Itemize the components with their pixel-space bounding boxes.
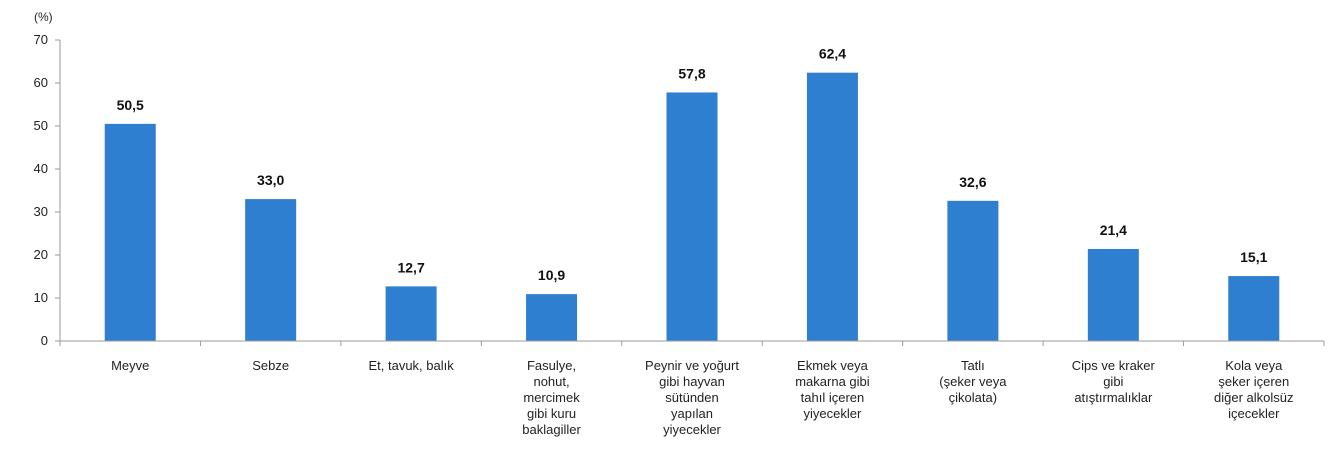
bar (104, 123, 156, 341)
y-axis-unit-label: (%) (34, 10, 53, 24)
category-label-line: mercimek (523, 390, 580, 405)
bar-value-label: 32,6 (959, 174, 986, 190)
category-label-line: nohut, (533, 374, 569, 389)
bar-value-label: 21,4 (1100, 222, 1127, 238)
category-label-line: Sebze (252, 358, 289, 373)
bars-group: 50,5 33,0 12,7 10,9 57,8 62,4 32,6 21,4 15,1 (104, 46, 1280, 342)
category-label: Meyve (111, 358, 149, 373)
category-label: Sebze (252, 358, 289, 373)
category-label-line: sütünden (665, 390, 719, 405)
category-label-line: gibi hayvan (659, 374, 725, 389)
category-label-line: (şeker veya (939, 374, 1007, 389)
category-label-line: baklagiller (522, 422, 581, 437)
category-label-line: Cips ve kraker (1072, 358, 1156, 373)
category-label-line: şeker içeren (1218, 374, 1289, 389)
bar (666, 92, 718, 342)
bar (1228, 276, 1280, 341)
y-axis: 0 10 20 30 40 50 60 70 (34, 32, 61, 348)
category-label-line: gibi kuru (527, 406, 576, 421)
category-label-line: gibi (1103, 374, 1123, 389)
bar (947, 200, 999, 341)
category-label-line: çikolata) (949, 390, 997, 405)
y-tick-label: 10 (34, 290, 48, 305)
category-label-line: Tatlı (961, 358, 985, 373)
bar-value-label: 33,0 (257, 172, 284, 188)
bar-value-label: 15,1 (1240, 249, 1267, 265)
y-tick-label: 0 (41, 333, 48, 348)
y-tick-label: 40 (34, 161, 48, 176)
bar-value-label: 62,4 (819, 46, 846, 62)
category-label-line: Meyve (111, 358, 149, 373)
category-label-line: içecekler (1228, 406, 1280, 421)
bar-value-label: 50,5 (117, 97, 144, 113)
category-label-line: Fasulye, (527, 358, 576, 373)
category-label-line: atıştırmalıklar (1074, 390, 1153, 405)
category-label-line: yiyecekler (663, 422, 721, 437)
category-label: Kola veya şeker içeren diğer alkolsüz içece… (1214, 358, 1294, 421)
y-tick-label: 70 (34, 32, 48, 47)
y-tick-label: 60 (34, 75, 48, 90)
category-label: Cips ve kraker gibi atıştırmalıklar (1072, 358, 1156, 405)
bar (385, 286, 437, 341)
bar-value-label: 57,8 (678, 65, 705, 81)
category-label-line: Et, tavuk, balık (368, 358, 454, 373)
bar-value-label: 12,7 (397, 259, 424, 275)
bar (806, 72, 858, 342)
category-label-line: Peynir ve yoğurt (645, 358, 739, 373)
category-label-line: yapılan (671, 406, 713, 421)
category-label: Tatlı (şeker veya çikolata) (939, 358, 1007, 405)
y-tick-label: 50 (34, 118, 48, 133)
bar-value-label: 10,9 (538, 267, 565, 283)
category-label-line: Ekmek veya (797, 358, 869, 373)
y-tick-label: 30 (34, 204, 48, 219)
category-label: Et, tavuk, balık (368, 358, 454, 373)
category-label-line: yiyecekler (804, 406, 862, 421)
x-axis: Meyve Sebze Et, tavuk, balık Fasulye, nohut,… (59, 340, 1325, 437)
bar (245, 199, 297, 341)
category-label: Peynir ve yoğurt gibi hayvan sütünden yapıl… (645, 358, 739, 437)
category-label-line: makarna gibi (795, 374, 870, 389)
category-label-line: tahıl içeren (801, 390, 865, 405)
y-tick-label: 20 (34, 247, 48, 262)
category-label: Ekmek veya makarna gibi tahıl içeren yiyece… (795, 358, 870, 421)
category-label-line: diğer alkolsüz (1214, 390, 1294, 405)
category-label: Fasulye, nohut, mercimek gibi kuru baklagill… (522, 358, 581, 437)
category-label-line: Kola veya (1225, 358, 1283, 373)
bar (526, 294, 578, 341)
bar (1087, 248, 1139, 341)
